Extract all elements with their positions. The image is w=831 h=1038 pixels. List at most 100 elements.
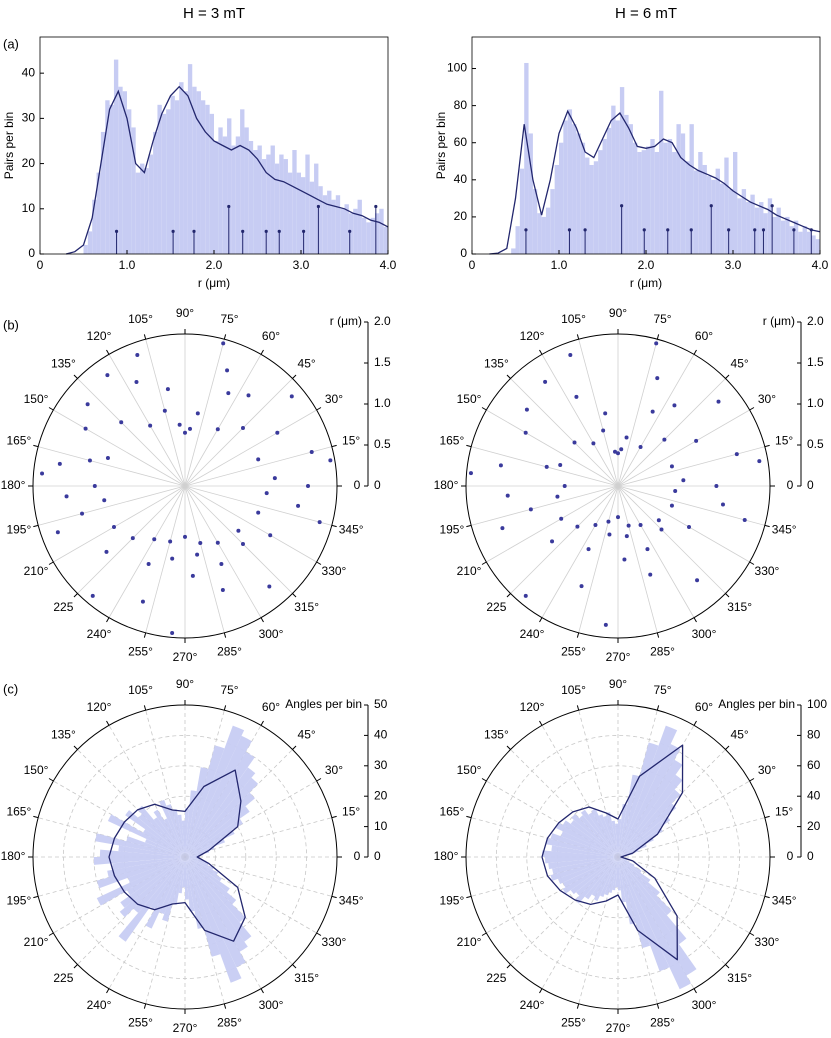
stem-head [753, 228, 757, 232]
bar [253, 150, 258, 254]
bar [214, 140, 219, 254]
bar [227, 118, 232, 254]
stem-head [277, 229, 281, 233]
bar [767, 198, 773, 254]
angle-tick [260, 720, 264, 726]
angle-tick [260, 988, 264, 994]
angle-bar [618, 725, 678, 857]
angle-bar [145, 839, 185, 857]
panel-label: (c) [3, 681, 18, 696]
angle-label: 285° [217, 644, 242, 658]
bar [135, 172, 141, 254]
pair-point [170, 556, 175, 561]
stem-head [620, 204, 624, 208]
angle-bar [178, 857, 185, 894]
spoke [617, 725, 695, 858]
angle-label: 285° [217, 1015, 242, 1029]
angle-bar [580, 809, 618, 857]
angle-bar [185, 857, 204, 929]
angle-tick [576, 334, 580, 340]
angle-tick [260, 349, 264, 355]
spoke [184, 817, 332, 858]
bar [572, 124, 577, 255]
r-axis-label: r (μm) [763, 314, 795, 328]
pair-point [562, 484, 567, 488]
bar [222, 136, 228, 254]
angle-tick [466, 444, 472, 448]
angle-bar [127, 857, 185, 883]
angle-tick [506, 745, 511, 750]
spoke [510, 749, 619, 858]
angle-bar [618, 818, 622, 857]
stem-head [792, 228, 796, 232]
angle-bar [575, 857, 618, 904]
angle-bar [185, 839, 225, 857]
bar [611, 105, 616, 254]
angle-tick [316, 561, 322, 565]
x-tick-label: 4.0 [812, 258, 829, 272]
pair-point [669, 464, 674, 469]
angle-label: 345° [772, 523, 797, 537]
y-tick-label: 60 [454, 135, 468, 149]
bar [515, 226, 520, 254]
angle-label: 0 [354, 478, 361, 492]
angle-tick [764, 444, 770, 448]
spoke [510, 378, 619, 487]
pair-point [523, 430, 528, 435]
angle-bar [120, 857, 185, 908]
bar [179, 82, 184, 254]
angle-tick [749, 561, 755, 565]
angle-label: 45° [731, 728, 749, 742]
stem-head [761, 228, 766, 232]
bar [266, 154, 271, 254]
angle-bar [579, 815, 618, 857]
spoke [617, 485, 658, 633]
angle-bar [96, 857, 185, 889]
angle-bar [185, 767, 209, 857]
spoke [617, 749, 726, 858]
angle-tick [73, 745, 78, 750]
angle-tick [764, 895, 770, 899]
angle-bar [612, 857, 618, 891]
angle-tick [506, 964, 511, 969]
angle-tick [539, 349, 543, 355]
angle-label: 0 [787, 478, 794, 492]
angle-label: 30° [758, 763, 776, 777]
bar [353, 208, 358, 254]
pair-point [188, 426, 193, 431]
angle-bar [185, 790, 197, 857]
angle-bar [551, 845, 618, 857]
pair-point [606, 519, 611, 524]
pair-point [624, 435, 629, 440]
x-axis-label: r (μm) [198, 276, 230, 290]
r-tick-label: 0 [807, 478, 814, 492]
fit-curve [489, 109, 821, 255]
angle-bar [153, 809, 185, 857]
angle-label: 195° [6, 523, 31, 537]
angle-bar [618, 803, 677, 857]
pair-point [168, 539, 173, 544]
angle-bar [618, 804, 628, 857]
pair-point [672, 403, 677, 408]
bar [244, 127, 249, 254]
angle-bar [615, 823, 618, 857]
pair-point [603, 622, 608, 627]
angle-tick [48, 407, 54, 411]
angle-label: 135° [51, 357, 76, 371]
angle-bar [618, 744, 681, 857]
pair-point [757, 459, 762, 464]
angle-bar [600, 857, 618, 897]
bar [314, 163, 319, 254]
bar [646, 146, 651, 254]
angle-label: 285° [650, 644, 675, 658]
angle-bar [618, 837, 654, 857]
angle-tick [749, 778, 755, 782]
bar [118, 86, 123, 255]
angle-bar [618, 774, 640, 857]
pair-point [170, 631, 175, 636]
pair-point [505, 493, 510, 498]
stem-head [709, 204, 713, 208]
bar [140, 163, 145, 254]
bar [196, 91, 201, 254]
x-tick-label: 2.0 [206, 258, 223, 272]
